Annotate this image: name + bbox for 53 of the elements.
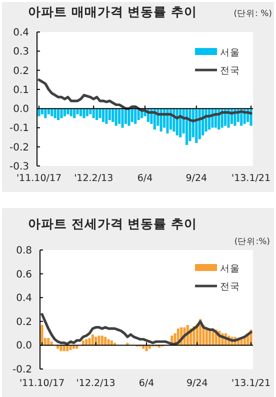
y-tick-label: 0.4 — [13, 28, 29, 38]
y-tick-label: -0.1 — [9, 123, 29, 134]
x-tick-label: '12.2/13 — [74, 173, 114, 184]
bar — [100, 336, 104, 346]
x-tick-label: '13.1/21 — [231, 378, 271, 389]
y-tick-label: 0.4 — [16, 293, 32, 304]
y-tick-label: 0.8 — [16, 246, 32, 256]
y-tick-label: -0.2 — [9, 142, 29, 154]
line-series — [40, 312, 252, 346]
y-tick-label: 0.3 — [13, 46, 29, 58]
bar — [72, 345, 75, 349]
x-tick-label: 9/24 — [186, 378, 208, 389]
x-tick-label: 6/4 — [137, 173, 153, 184]
y-tick-label: -0.3 — [9, 162, 29, 172]
chart-title: 아파트 전세가격 변동률 추이 — [28, 216, 198, 231]
bar — [240, 339, 243, 346]
bar — [66, 345, 69, 352]
bar — [69, 345, 72, 350]
bar — [98, 336, 100, 346]
x-tick-label: '13.1/21 — [231, 173, 271, 184]
bar — [40, 324, 44, 346]
line-series — [38, 78, 252, 122]
bar — [60, 345, 62, 352]
legend-label: 서울 — [220, 264, 240, 274]
bar — [145, 345, 148, 352]
bar — [50, 342, 53, 346]
y-tick-label: 0.1 — [13, 84, 29, 96]
chart-title: 아파트 매매가격 변동률 추이 — [28, 4, 198, 19]
y-tick-label: 0.6 — [16, 269, 32, 280]
legend-label: 전국 — [220, 282, 240, 292]
bar — [62, 345, 66, 352]
bar — [47, 338, 50, 346]
bar — [56, 345, 60, 349]
x-tick-label: '11.10/17 — [16, 173, 62, 184]
bar — [91, 334, 94, 346]
bar — [142, 345, 145, 349]
text: (단위: %) — [234, 9, 272, 19]
text: (단위:%) — [234, 237, 270, 247]
y-tick-label: -0.2 — [12, 364, 32, 376]
bar — [107, 339, 110, 346]
x-tick-label: '11.10/17 — [19, 378, 65, 389]
legend-label: 서울 — [220, 48, 240, 58]
bar — [88, 338, 91, 346]
x-tick-label: 9/24 — [186, 173, 208, 184]
y-tick-label: 0.0 — [13, 104, 29, 116]
x-tick-label: 6/4 — [138, 378, 154, 389]
y-tick-label: 0.2 — [13, 66, 29, 77]
y-tick-label: 0.0 — [16, 340, 32, 352]
y-tick-label: 0.2 — [16, 316, 32, 328]
bar — [148, 345, 151, 349]
x-tick-label: '12.2/13 — [76, 378, 116, 389]
legend-label: 전국 — [220, 66, 240, 76]
bar — [76, 345, 78, 349]
